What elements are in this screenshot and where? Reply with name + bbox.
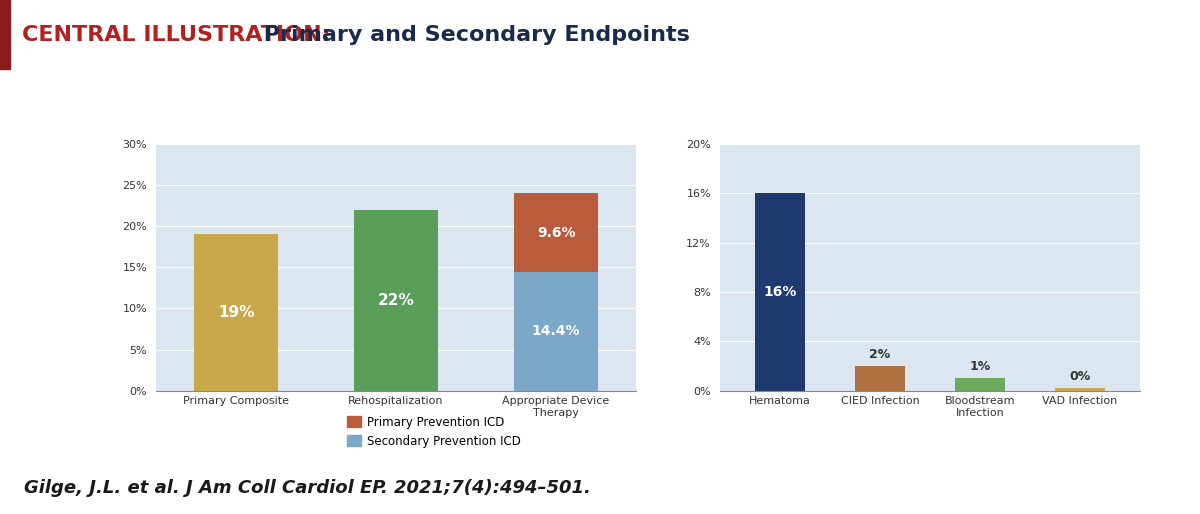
Text: 19%: 19% <box>218 305 254 320</box>
Bar <box>515 272 598 391</box>
Text: 16%: 16% <box>763 285 797 299</box>
Bar <box>854 366 905 391</box>
Text: Primary and Secondary Endpoints: Primary and Secondary Endpoints <box>257 107 523 121</box>
Text: Components of Primary Endpoint: Components of Primary Endpoint <box>794 107 1054 121</box>
Text: Gilge, J.L. et al. J Am Coll Cardiol EP. 2021;7(4):494–501.: Gilge, J.L. et al. J Am Coll Cardiol EP.… <box>24 479 590 498</box>
Text: 1%: 1% <box>970 360 991 373</box>
Text: 22%: 22% <box>378 292 414 308</box>
Legend: Primary Prevention ICD, Secondary Prevention ICD: Primary Prevention ICD, Secondary Preven… <box>342 411 526 452</box>
Bar <box>354 210 438 391</box>
Bar <box>0 0 10 69</box>
Bar <box>755 193 805 391</box>
Bar <box>194 234 277 391</box>
Text: 0%: 0% <box>1069 370 1091 382</box>
Text: 2%: 2% <box>869 348 890 361</box>
Bar <box>1055 388 1105 391</box>
Text: Primary and Secondary Endpoints: Primary and Secondary Endpoints <box>256 25 690 45</box>
Text: CENTRAL ILLUSTRATION:: CENTRAL ILLUSTRATION: <box>22 25 330 45</box>
Text: 14.4%: 14.4% <box>532 324 581 338</box>
Bar <box>515 193 598 272</box>
Bar <box>955 378 1006 391</box>
Text: 9.6%: 9.6% <box>536 226 575 240</box>
